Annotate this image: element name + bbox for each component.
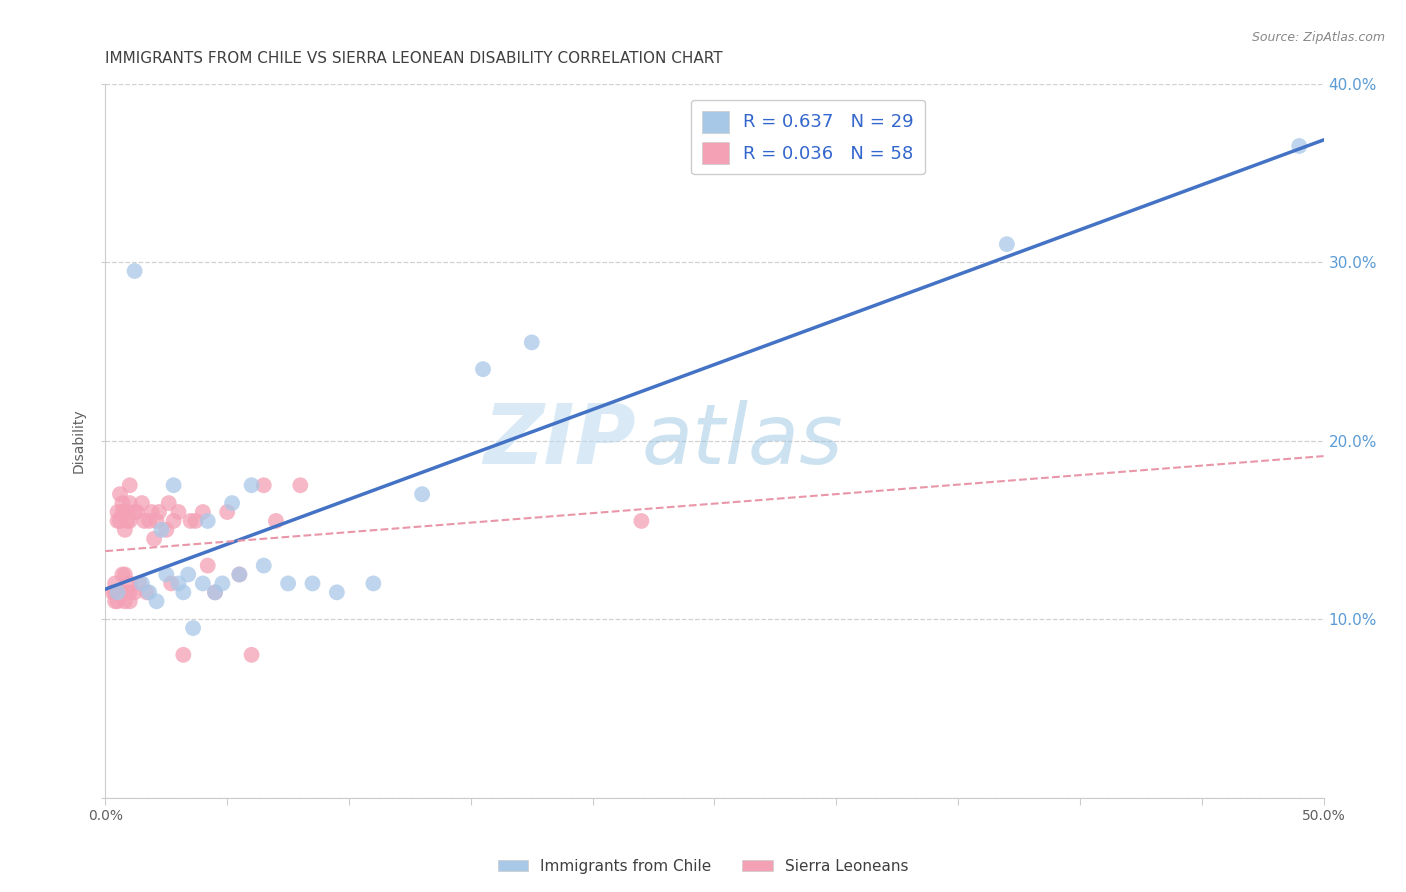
- Point: [472, 362, 495, 376]
- Point: [108, 585, 131, 599]
- Point: [117, 505, 139, 519]
- Point: [104, 594, 127, 608]
- Point: [160, 576, 183, 591]
- Point: [155, 567, 177, 582]
- Point: [995, 237, 1018, 252]
- Point: [197, 558, 219, 573]
- Point: [131, 496, 153, 510]
- Point: [277, 576, 299, 591]
- Point: [135, 585, 157, 599]
- Point: [150, 523, 173, 537]
- Point: [240, 648, 263, 662]
- Point: [204, 585, 226, 599]
- Point: [301, 576, 323, 591]
- Point: [108, 514, 131, 528]
- Point: [191, 576, 214, 591]
- Point: [162, 514, 184, 528]
- Point: [111, 496, 134, 510]
- Point: [180, 514, 202, 528]
- Point: [117, 514, 139, 528]
- Point: [138, 514, 160, 528]
- Point: [101, 585, 124, 599]
- Point: [228, 567, 250, 582]
- Point: [141, 505, 163, 519]
- Legend: Immigrants from Chile, Sierra Leoneans: Immigrants from Chile, Sierra Leoneans: [492, 853, 914, 880]
- Point: [148, 505, 170, 519]
- Point: [143, 532, 166, 546]
- Point: [111, 585, 134, 599]
- Point: [114, 505, 136, 519]
- Text: ZIP: ZIP: [482, 401, 636, 481]
- Point: [167, 505, 190, 519]
- Point: [363, 576, 385, 591]
- Point: [520, 335, 543, 350]
- Point: [411, 487, 433, 501]
- Point: [104, 576, 127, 591]
- Point: [107, 585, 129, 599]
- Point: [191, 505, 214, 519]
- Point: [108, 487, 131, 501]
- Point: [167, 576, 190, 591]
- Point: [157, 496, 180, 510]
- Point: [228, 567, 250, 582]
- Point: [211, 576, 233, 591]
- Point: [172, 648, 194, 662]
- Point: [117, 585, 139, 599]
- Point: [111, 505, 134, 519]
- Point: [155, 523, 177, 537]
- Point: [114, 567, 136, 582]
- Point: [264, 514, 287, 528]
- Point: [118, 585, 141, 599]
- Point: [326, 585, 349, 599]
- Point: [253, 478, 276, 492]
- Point: [290, 478, 312, 492]
- Point: [240, 478, 263, 492]
- Point: [172, 585, 194, 599]
- Point: [114, 523, 136, 537]
- Point: [128, 576, 150, 591]
- Point: [118, 478, 141, 492]
- Point: [118, 496, 141, 510]
- Point: [104, 585, 127, 599]
- Text: atlas: atlas: [641, 401, 844, 481]
- Point: [124, 505, 146, 519]
- Text: Source: ZipAtlas.com: Source: ZipAtlas.com: [1251, 31, 1385, 45]
- Point: [145, 594, 167, 608]
- Point: [162, 478, 184, 492]
- Point: [197, 514, 219, 528]
- Point: [217, 505, 239, 519]
- Text: IMMIGRANTS FROM CHILE VS SIERRA LEONEAN DISABILITY CORRELATION CHART: IMMIGRANTS FROM CHILE VS SIERRA LEONEAN …: [105, 51, 723, 66]
- Point: [107, 585, 129, 599]
- Point: [145, 514, 167, 528]
- Point: [124, 264, 146, 278]
- Point: [107, 514, 129, 528]
- Y-axis label: Disability: Disability: [72, 409, 86, 473]
- Point: [118, 514, 141, 528]
- Point: [204, 585, 226, 599]
- Point: [221, 496, 243, 510]
- Point: [138, 585, 160, 599]
- Point: [118, 594, 141, 608]
- Legend: R = 0.637   N = 29, R = 0.036   N = 58: R = 0.637 N = 29, R = 0.036 N = 58: [690, 100, 925, 175]
- Point: [107, 594, 129, 608]
- Point: [253, 558, 276, 573]
- Point: [177, 567, 200, 582]
- Point: [131, 576, 153, 591]
- Point: [125, 505, 148, 519]
- Point: [181, 621, 204, 635]
- Point: [134, 514, 156, 528]
- Point: [111, 567, 134, 582]
- Point: [124, 585, 146, 599]
- Point: [184, 514, 207, 528]
- Point: [107, 505, 129, 519]
- Point: [114, 594, 136, 608]
- Point: [630, 514, 652, 528]
- Point: [1288, 139, 1310, 153]
- Point: [118, 576, 141, 591]
